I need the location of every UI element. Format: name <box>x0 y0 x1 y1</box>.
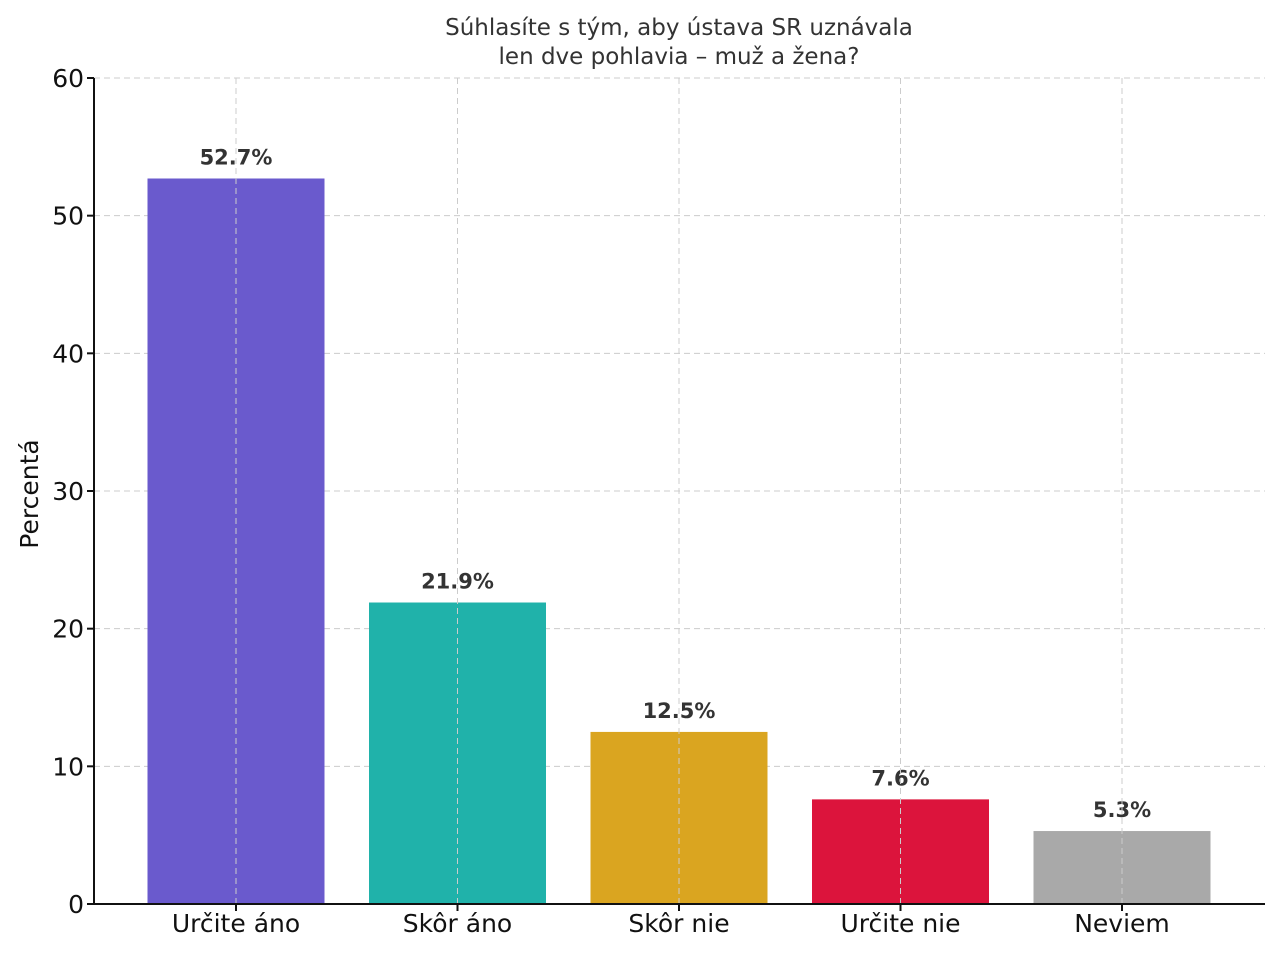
y-tick-label: 60 <box>52 64 84 93</box>
x-tick-label: Skôr nie <box>628 909 729 938</box>
y-tick-label: 50 <box>52 202 84 231</box>
chart-title-line-2: len dve pohlavia – muž a žena? <box>499 44 860 70</box>
x-ticks: Určite áno Skôr áno Skôr nie Určite nie Nevi… <box>172 904 1170 938</box>
y-tick-label: 40 <box>52 339 84 368</box>
y-axis-label: Percentá <box>15 439 44 548</box>
x-tick-label: Neviem <box>1074 909 1170 938</box>
chart-title-line-1: Súhlasíte s tým, aby ústava SR uznávala <box>445 15 913 41</box>
x-tick-label: Určite nie <box>840 909 960 938</box>
vertical-gridlines <box>235 78 1123 904</box>
y-ticks: 0 10 20 30 40 50 60 <box>52 64 94 919</box>
y-tick-label: 0 <box>68 890 84 919</box>
y-tick-label: 10 <box>52 752 84 781</box>
data-labels: 52.7%21.9%12.5%7.6%5.3% <box>200 145 1152 822</box>
x-tick-label: Určite áno <box>172 909 300 938</box>
y-tick-label: 30 <box>52 477 84 506</box>
x-tick-label: Skôr áno <box>403 909 512 938</box>
y-tick-label: 20 <box>52 615 84 644</box>
